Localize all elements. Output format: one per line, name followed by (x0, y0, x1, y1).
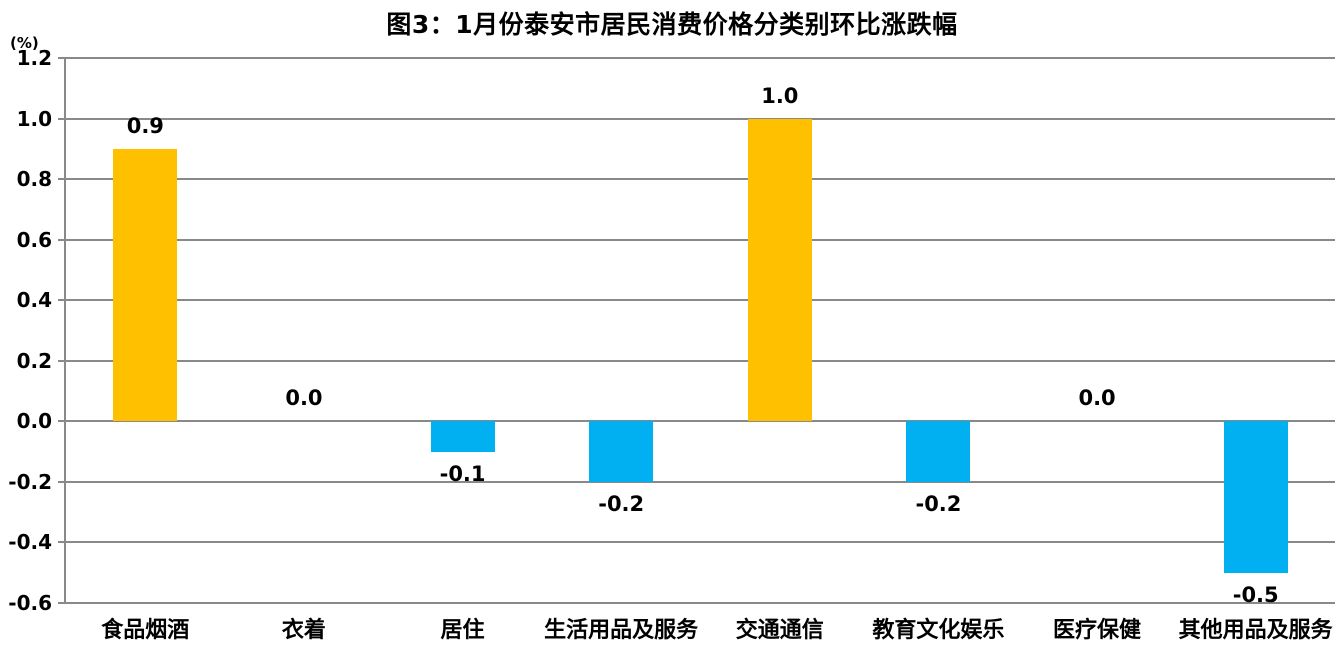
y-tick-label: -0.4 (8, 530, 52, 555)
y-tick-mark (58, 359, 66, 362)
gridline (66, 480, 1335, 483)
category-label: 食品烟酒 (101, 618, 190, 643)
bar (747, 118, 812, 422)
y-tick-label: 1.2 (16, 46, 52, 70)
bar-value-label: 0.0 (285, 386, 323, 411)
bar-value-label: -0.5 (1232, 582, 1279, 607)
bar (430, 421, 495, 452)
y-tick-label: 0.2 (16, 348, 52, 373)
gridline (66, 178, 1335, 181)
gridline (66, 117, 1335, 120)
y-tick-mark (58, 480, 66, 483)
gridline (66, 238, 1335, 241)
y-tick-label: -0.2 (8, 469, 52, 494)
y-tick-label: -0.6 (8, 591, 52, 615)
category-label: 交通通信 (735, 618, 824, 643)
y-tick-mark (58, 541, 66, 544)
category-label: 教育文化娱乐 (872, 618, 1005, 643)
y-tick-mark (58, 238, 66, 241)
bar-value-label: -0.2 (915, 491, 962, 516)
y-tick-label: 0.4 (16, 288, 52, 313)
y-tick-mark (58, 178, 66, 181)
y-tick-label: 0.0 (16, 409, 52, 434)
gridline (66, 541, 1335, 544)
bar (1223, 421, 1288, 573)
y-tick-mark (58, 602, 66, 604)
y-tick-label: 0.6 (16, 227, 52, 252)
y-tick-mark (58, 420, 66, 423)
bar (113, 148, 178, 422)
category-label: 医疗保健 (1053, 618, 1142, 643)
bar-value-label: 1.0 (761, 83, 799, 108)
category-label: 居住 (440, 618, 485, 643)
bar-value-label: -0.2 (598, 491, 645, 516)
y-tick-label: 1.0 (16, 106, 52, 131)
y-tick-mark (58, 57, 66, 59)
y-tick-mark (58, 299, 66, 302)
category-label: 生活用品及服务 (544, 618, 699, 643)
gridline (66, 57, 1335, 59)
gridline (66, 602, 1335, 604)
category-label: 衣着 (281, 618, 326, 643)
bar-value-label: 0.0 (1078, 386, 1116, 411)
y-axis-unit-label: (%) (10, 34, 39, 52)
gridline (66, 420, 1335, 423)
y-tick-label: 0.8 (16, 167, 52, 192)
y-axis-line (64, 57, 66, 604)
chart-title: 图3：1月份泰安市居民消费价格分类别环比涨跌幅 (386, 10, 958, 39)
bar-value-label: -0.1 (439, 461, 486, 486)
category-label: 其他用品及服务 (1178, 618, 1333, 643)
bar (906, 421, 971, 482)
y-tick-mark (58, 117, 66, 120)
bar-value-label: 0.9 (126, 113, 164, 138)
gridline (66, 299, 1335, 302)
gridline (66, 359, 1335, 362)
bar (589, 421, 654, 482)
